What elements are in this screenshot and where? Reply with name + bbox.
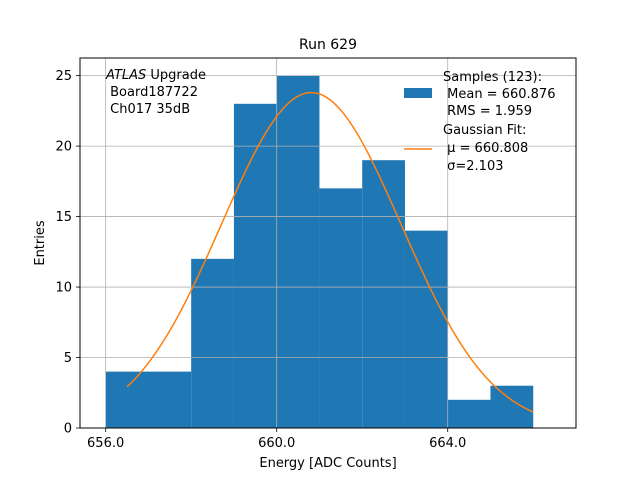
y-tick-label: 5 xyxy=(64,351,72,366)
y-tick-label: 0 xyxy=(64,422,72,437)
legend-histogram-swatch xyxy=(404,88,432,98)
gaussian-fit-curve xyxy=(126,91,534,413)
histogram-bar xyxy=(105,371,192,428)
histogram-bar xyxy=(447,399,491,428)
x-tick-label: 656.0 xyxy=(87,436,124,451)
annotation-line-1: ATLAS Upgrade xyxy=(105,68,206,83)
atlas-annotation: ATLAS Upgrade Board187722 Ch017 35dB xyxy=(105,68,206,117)
y-tick-label: 15 xyxy=(55,210,72,225)
legend-mean: Mean = 660.876 xyxy=(443,87,555,102)
x-axis-label: Energy [ADC Counts] xyxy=(259,456,396,471)
chart-title: Run 629 xyxy=(299,37,357,53)
legend-fit-title: Gaussian Fit: xyxy=(443,123,526,138)
plot-area xyxy=(79,57,577,429)
x-tick-label: 660.0 xyxy=(258,436,295,451)
legend-rms: RMS = 1.959 xyxy=(443,104,532,119)
histogram-bar xyxy=(276,75,320,428)
y-axis-ticks: 0 5 10 15 20 25 xyxy=(55,69,80,437)
upgrade-label: Upgrade xyxy=(146,68,206,83)
y-tick-label: 10 xyxy=(55,281,72,296)
y-tick-label: 25 xyxy=(55,69,72,84)
legend-fit-sigma: σ=2.103 xyxy=(443,159,503,174)
y-tick-label: 20 xyxy=(55,140,72,155)
histogram-bar xyxy=(319,188,363,428)
atlas-label: ATLAS xyxy=(105,68,146,83)
plot-frame xyxy=(79,57,577,429)
histogram-bar xyxy=(490,385,534,428)
legend: Samples (123): Mean = 660.876 RMS = 1.95… xyxy=(404,70,555,174)
legend-fit-mu: μ = 660.808 xyxy=(443,141,528,156)
y-axis-label: Entries xyxy=(33,220,48,266)
histogram-bar xyxy=(404,230,448,428)
annotation-channel: Ch017 35dB xyxy=(106,102,190,117)
annotation-board: Board187722 xyxy=(106,85,198,100)
legend-samples: Samples (123): xyxy=(443,70,542,85)
x-tick-label: 664.0 xyxy=(429,436,466,451)
x-axis-ticks: 656.0 660.0 664.0 xyxy=(87,428,466,451)
histogram-bar xyxy=(233,103,277,429)
histogram-bar xyxy=(191,258,234,428)
histogram-bar xyxy=(362,160,405,428)
